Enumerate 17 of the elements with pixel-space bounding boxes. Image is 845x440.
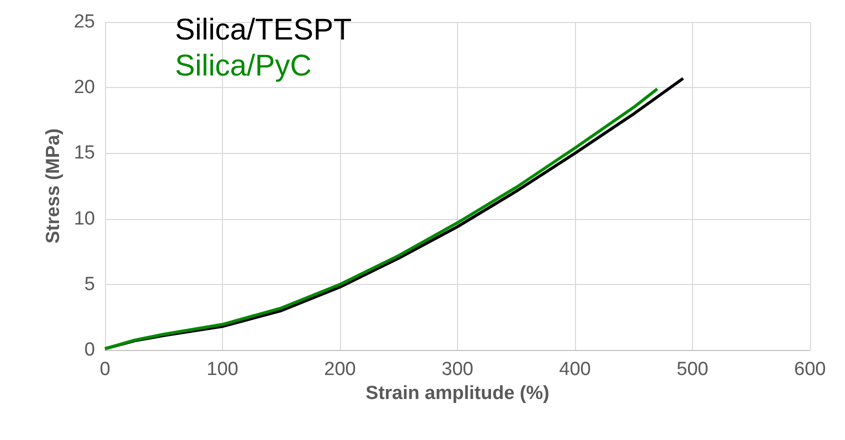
y-tick-label: 10 [74, 208, 95, 230]
y-axis-title: Stress (MPa) [42, 128, 64, 244]
y-tick-label: 0 [84, 340, 95, 360]
text: Silica/PyC [175, 50, 312, 82]
x-tick-label: 200 [324, 359, 356, 380]
x-tick-label: 500 [676, 359, 708, 380]
x-tick-label: 400 [559, 359, 591, 380]
x-tick-label: 0 [100, 359, 110, 380]
text: Silica/TESPT [175, 14, 352, 46]
y-tick-label: 25 [74, 12, 95, 32]
x-tick-label: 600 [794, 359, 826, 380]
y-tick-label: 15 [74, 142, 95, 164]
x-tick-label: 300 [442, 359, 474, 380]
x-axis-title: Strain amplitude (%) [366, 382, 550, 404]
y-tick-label: 20 [74, 77, 95, 98]
x-tick-label: 100 [206, 359, 238, 380]
y-tick-label: 5 [84, 274, 95, 295]
